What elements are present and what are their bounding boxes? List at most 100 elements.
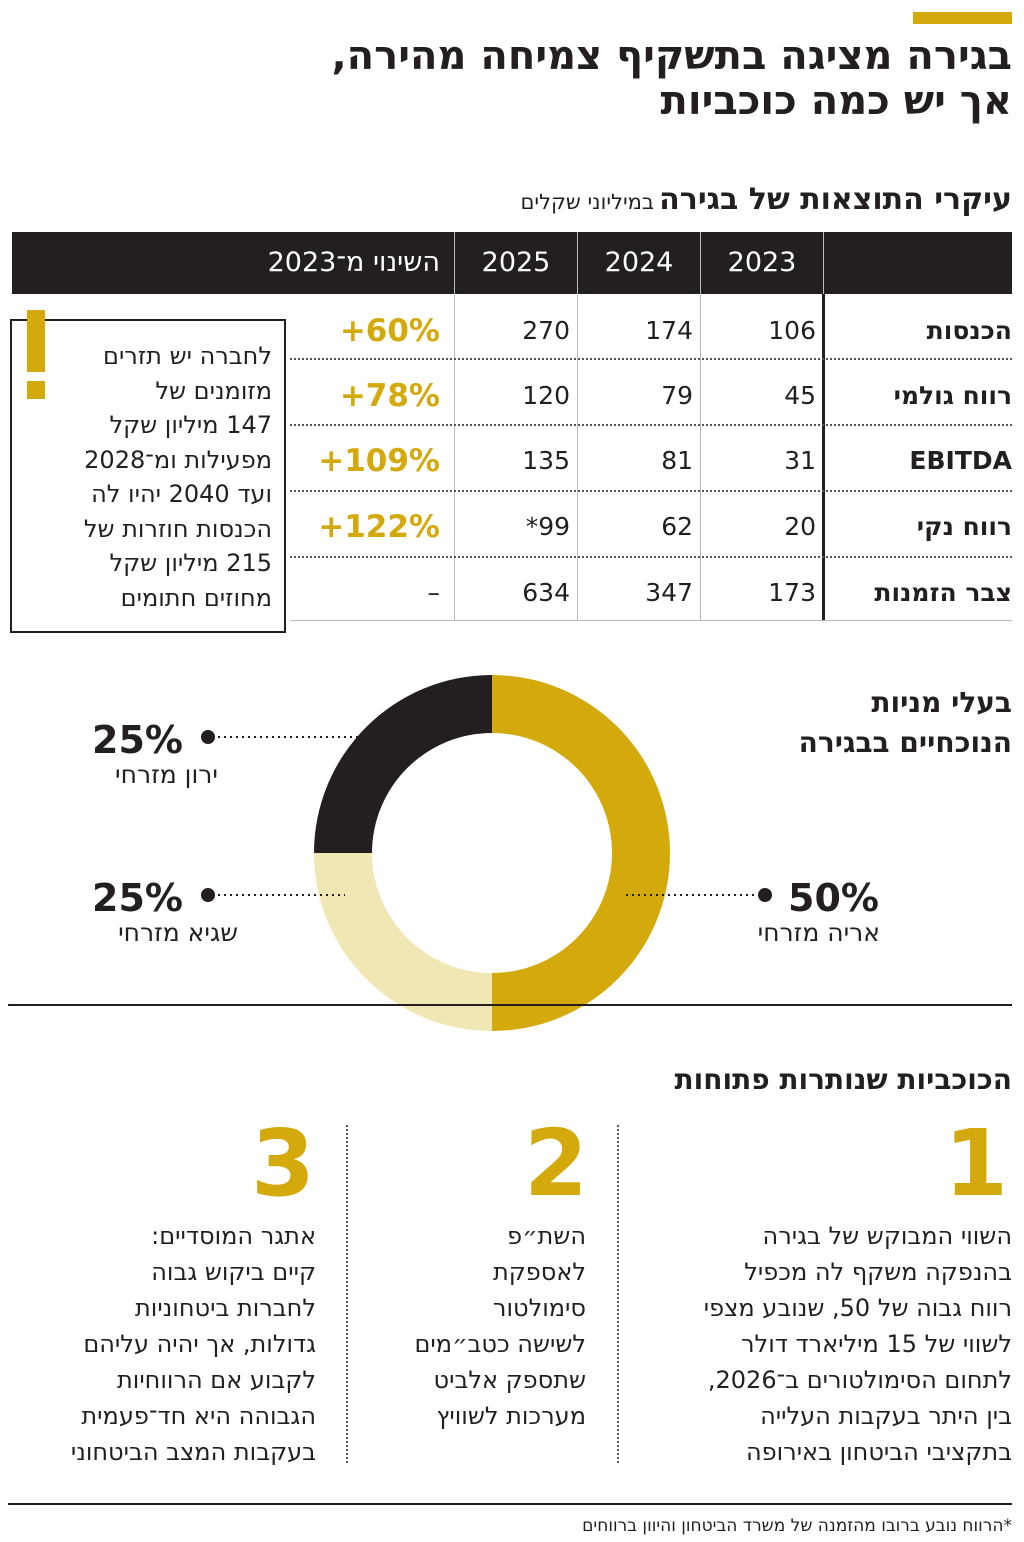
note-line: מחוזים חתומים: [120, 583, 272, 612]
star-text-1: השווי המבוקש של בגירה בהנפקה משקף לה מכפ…: [630, 1218, 1012, 1470]
star-line: לשווי של 15 מיליארד דולר: [741, 1330, 1012, 1358]
footnote-divider: [8, 1503, 1012, 1505]
table-header: [12, 232, 1012, 294]
slice-label-yaron-name: ירון מזרחי: [115, 760, 218, 789]
column-separator: [577, 294, 578, 620]
section-divider: [8, 1004, 1012, 1006]
table-cell: 270: [522, 316, 570, 345]
star-number-1: 1: [943, 1110, 1008, 1217]
change-value: +78%: [339, 378, 440, 414]
row-label-ebitda: EBITDA: [909, 446, 1012, 475]
note-line: מזומנים של: [155, 376, 272, 405]
change-value: +60%: [339, 313, 440, 349]
table-cell: 81: [661, 446, 693, 475]
table-title: עיקרי התוצאות של בגירה במיליוני שקלים: [212, 180, 1012, 224]
star-line: השווי המבוקש של בגירה: [762, 1222, 1012, 1250]
table-title-main: עיקרי התוצאות של בגירה: [659, 182, 1012, 217]
table-cell: *99: [525, 512, 570, 541]
header-separator: [700, 232, 701, 294]
star-line: בעקבות המצב הביטחוני: [70, 1438, 316, 1466]
table-cell: 634: [522, 578, 570, 607]
table-bottom-line: [290, 620, 1012, 621]
star-number-3: 3: [250, 1110, 315, 1217]
column-header-2023: 2023: [727, 247, 797, 278]
slice-sagi: [314, 853, 492, 1031]
note-line: מפעילות ומ־2028: [84, 445, 272, 474]
star-line: שתספק אלביט: [433, 1366, 586, 1394]
note-line: 215 מיליון שקל: [109, 549, 273, 577]
star-line: בין היתר בעקבות העלייה: [760, 1402, 1012, 1430]
slice-yaron: [314, 675, 492, 853]
table-cell: 174: [645, 316, 693, 345]
column-header-2025: 2025: [481, 247, 551, 278]
star-text-3: אתגר המוסדיים: קיים ביקוש גבוה לחברות בי…: [10, 1218, 316, 1470]
stars-title: הכוכביות שנותרות פתוחות: [674, 1063, 1012, 1096]
table-cell: 106: [768, 316, 816, 345]
header-separator: [454, 232, 455, 294]
star-line: לחברות ביטחוניות: [135, 1294, 316, 1322]
slice-label-arie-pct: 50%: [788, 876, 879, 920]
header-separator: [823, 232, 824, 294]
table-title-unit: במיליוני שקלים: [520, 190, 655, 214]
table-cell: 62: [661, 512, 693, 541]
column-separator: [346, 1125, 348, 1463]
note-line: הכנסות חוזרות של: [83, 514, 272, 543]
table-cell: 173: [768, 578, 816, 607]
star-line: השת״פ: [507, 1222, 586, 1250]
note-line: 147 מיליון שקל: [109, 411, 273, 439]
table-cell: 120: [522, 381, 570, 410]
table-cell: 347: [645, 578, 693, 607]
leader-dot: [758, 888, 772, 902]
slice-arie: [492, 675, 670, 1031]
label-column-separator: [822, 294, 825, 620]
star-line: לקבוע אם הרווחיות: [117, 1366, 316, 1394]
change-value: –: [427, 578, 441, 607]
star-line: לשישה כטב״מים: [414, 1330, 586, 1358]
title-line-2: אך יש כמה כוכביות: [660, 78, 1012, 124]
change-value: +109%: [318, 443, 440, 479]
slice-label-sagi-name: שגיא מזרחי: [118, 918, 238, 947]
column-separator: [617, 1125, 619, 1463]
table-cell: 135: [522, 446, 570, 475]
column-header-2024: 2024: [604, 247, 674, 278]
star-line: לתחום הסימולטורים ב־2026,: [707, 1366, 1012, 1394]
star-line: מערכות לשוויץ: [436, 1402, 586, 1430]
shareholders-title-line-2: הנוכחיים בבגירה: [798, 726, 1012, 759]
shareholders-title: בעלי מניות הנוכחיים בבגירה: [712, 683, 1012, 763]
star-line: רווח גבוה של 50, שנובע מצפי: [703, 1294, 1012, 1322]
column-separator: [700, 294, 701, 620]
row-label-backlog: צבר הזמנות: [874, 578, 1012, 607]
leader-dot: [201, 888, 215, 902]
slice-label-yaron-pct: 25%: [92, 718, 183, 762]
table-cell: 20: [784, 512, 816, 541]
star-line: לאספקת: [492, 1258, 586, 1286]
table-cell: 31: [784, 446, 816, 475]
donut-chart: [201, 675, 772, 1031]
table-cell: 79: [661, 381, 693, 410]
star-line: הגבוהה היא חד־פעמית: [81, 1402, 316, 1430]
footnote: *הרווח נובע ברובו מהזמנה של משרד הביטחון…: [582, 1516, 1012, 1536]
shareholders-title-line-1: בעלי מניות: [871, 686, 1012, 719]
row-divider: [290, 490, 1012, 492]
note-line: ועד 2040 יהיו לה: [91, 480, 272, 508]
star-line: אתגר המוסדיים:: [151, 1222, 316, 1250]
star-number-2: 2: [523, 1110, 588, 1217]
row-divider: [290, 556, 1012, 558]
note-line: לחברה יש תזרים: [103, 342, 272, 370]
note-text: לחברה יש תזרים מזומנים של 147 מיליון שקל…: [22, 339, 272, 615]
header-separator: [577, 232, 578, 294]
star-line: בהנפקה משקף לה מכפיל: [744, 1258, 1012, 1286]
leader-dot: [201, 730, 215, 744]
exclamation-dot-icon: [27, 381, 45, 399]
star-text-2: השת״פ לאספקת סימולטור לשישה כטב״מים שתספ…: [360, 1218, 586, 1434]
slice-label-sagi-pct: 25%: [92, 876, 183, 920]
star-line: בתקציבי הביטחון באירופה: [745, 1438, 1012, 1466]
change-value: +122%: [318, 509, 440, 545]
page-title: בגירה מציגה בתשקיף צמיחה מהירה, אך יש כמ…: [12, 34, 1012, 124]
row-label-gross-profit: רווח גולמי: [893, 381, 1012, 410]
note-box: לחברה יש תזרים מזומנים של 147 מיליון שקל…: [10, 319, 286, 633]
title-line-1: בגירה מציגה בתשקיף צמיחה מהירה,: [331, 33, 1012, 79]
row-label-net-profit: רווח נקי: [916, 512, 1012, 541]
star-line: סימולטור: [492, 1294, 586, 1322]
accent-bar: [913, 12, 1012, 24]
